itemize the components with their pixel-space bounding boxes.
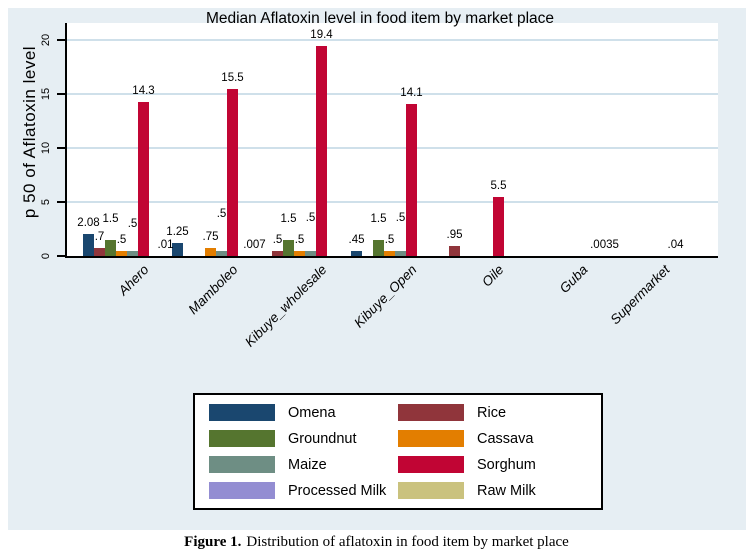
bar-value-label-raw-milk-mamboleo: .007 [243, 238, 266, 251]
chart-title: Median Aflatoxin level in food item by m… [205, 10, 555, 27]
bar-value-label-processed-milk-supermarket: .04 [667, 238, 684, 251]
bar-value-label-cassava-kibuye-open: .5 [384, 233, 395, 246]
bar-maize-mamboleo [216, 250, 227, 256]
gridline-y-20 [67, 39, 718, 41]
bar-value-label-maize-kibuye-open: .5 [395, 211, 406, 224]
bar-value-label-cassava-kibuye-wholesale: .5 [294, 233, 305, 246]
y-tick-label-10: 10 [40, 141, 52, 155]
legend-item-maize: Maize [209, 456, 398, 473]
legend-row: Omena Rice [209, 404, 587, 421]
bar-value-label-sorghum-kibuye-open: 14.1 [400, 86, 423, 99]
gridline-y-5 [67, 201, 718, 203]
y-tick-20 [57, 39, 65, 41]
caption-prefix: Figure 1. [184, 534, 242, 550]
bar-value-label-rice-kibuye-wholesale: .5 [272, 233, 283, 246]
bar-groundnut-ahero [105, 239, 116, 256]
bar-omena-mamboleo [172, 242, 183, 256]
legend-label-maize: Maize [288, 456, 327, 473]
bar-cassava-kibuye-wholesale [294, 250, 305, 256]
y-axis-line [65, 23, 67, 258]
legend-item-groundnut: Groundnut [209, 430, 398, 447]
bar-rice-kibuye-wholesale [272, 250, 283, 256]
bar-sorghum-ahero [138, 101, 149, 256]
bar-groundnut-kibuye-wholesale [283, 239, 294, 256]
legend-swatch-maize [209, 456, 275, 473]
bar-value-label-omena-ahero: 2.08 [77, 216, 100, 229]
bar-maize-kibuye-wholesale [305, 250, 316, 256]
y-tick-5 [57, 201, 65, 203]
bar-value-label-raw-milk-guba: .0035 [590, 238, 619, 251]
y-tick-label-5: 5 [40, 198, 52, 206]
bar-sorghum-oile [493, 196, 504, 256]
legend-swatch-omena [209, 404, 275, 421]
bar-cassava-mamboleo [205, 247, 216, 256]
legend-item-sorghum: Sorghum [398, 456, 587, 473]
legend-swatch-cassava [398, 430, 464, 447]
bar-value-label-sorghum-mamboleo: 15.5 [221, 71, 244, 84]
bar-value-label-maize-mamboleo: .5 [216, 207, 227, 220]
bar-value-label-maize-ahero: .5 [127, 217, 138, 230]
legend-item-omena: Omena [209, 404, 398, 421]
caption-text: Distribution of aflatoxin in food item b… [246, 534, 569, 550]
legend-row: Groundnut Cassava [209, 430, 587, 447]
bar-maize-kibuye-open [395, 250, 406, 256]
bar-rice-oile [449, 245, 460, 256]
bar-sorghum-kibuye-open [406, 103, 417, 256]
bar-value-label-cassava-mamboleo: .75 [202, 230, 219, 243]
legend-item-cassava: Cassava [398, 430, 587, 447]
legend-swatch-sorghum [398, 456, 464, 473]
legend-label-rice: Rice [477, 404, 507, 421]
bar-value-label-cassava-ahero: .5 [116, 233, 127, 246]
legend-label-omena: Omena [288, 404, 336, 421]
bar-maize-ahero [127, 250, 138, 256]
legend-item-raw-milk: Raw Milk [398, 482, 587, 499]
bar-value-label-sorghum-kibuye-wholesale: 19.4 [310, 29, 333, 42]
bar-groundnut-kibuye-open [373, 239, 384, 256]
plot-area [67, 23, 718, 256]
bar-rice-ahero [94, 248, 105, 256]
bar-cassava-ahero [116, 250, 127, 256]
bar-omena-kibuye-open [351, 251, 362, 256]
bar-sorghum-kibuye-wholesale [316, 46, 327, 256]
y-axis-title: p 50 of Aflatoxin level [20, 45, 39, 219]
legend-swatch-raw-milk [398, 482, 464, 499]
legend-label-cassava: Cassava [477, 430, 534, 447]
legend-row: Processed Milk Raw Milk [209, 482, 587, 499]
bar-value-label-groundnut-kibuye-wholesale: 1.5 [280, 212, 297, 225]
gridline-y-10 [67, 147, 718, 149]
y-tick-label-0: 0 [40, 252, 52, 260]
legend-item-processed-milk: Processed Milk [209, 482, 398, 499]
gridline-y-15 [67, 93, 718, 95]
legend-label-groundnut: Groundnut [288, 430, 357, 447]
bar-value-label-maize-kibuye-wholesale: .5 [305, 211, 316, 224]
y-tick-15 [57, 93, 65, 95]
bar-omena-ahero [83, 233, 94, 256]
legend-swatch-rice [398, 404, 464, 421]
y-tick-10 [57, 147, 65, 149]
bar-value-label-omena-kibuye-open: .45 [348, 234, 365, 247]
legend-label-raw-milk: Raw Milk [477, 482, 536, 499]
bar-value-label-groundnut-ahero: 1.5 [102, 212, 119, 225]
figure-caption: Figure 1. Distribution of aflatoxin in fo… [0, 534, 753, 551]
legend-swatch-processed-milk [209, 482, 275, 499]
bar-value-label-raw-milk-ahero: .01 [157, 238, 174, 251]
legend-swatch-groundnut [209, 430, 275, 447]
bar-value-label-omena-mamboleo: 1.25 [166, 225, 189, 238]
bar-value-label-sorghum-ahero: 14.3 [132, 84, 155, 97]
legend-label-processed-milk: Processed Milk [288, 482, 387, 499]
legend: Omena Rice Groundnut Cassava Maize Sorghum Pro… [193, 393, 603, 510]
y-tick-label-15: 15 [40, 87, 52, 101]
legend-row: Maize Sorghum [209, 456, 587, 473]
legend-label-sorghum: Sorghum [477, 456, 536, 473]
y-tick-0 [57, 255, 65, 257]
bar-value-label-groundnut-kibuye-open: 1.5 [370, 212, 387, 225]
bar-sorghum-mamboleo [227, 88, 238, 256]
legend-item-rice: Rice [398, 404, 587, 421]
x-axis-line [65, 256, 718, 258]
bar-cassava-kibuye-open [384, 250, 395, 256]
bar-value-label-sorghum-oile: 5.5 [490, 179, 507, 192]
bar-value-label-rice-oile: .95 [446, 228, 463, 241]
bar-value-label-rice-ahero: .7 [94, 231, 105, 244]
